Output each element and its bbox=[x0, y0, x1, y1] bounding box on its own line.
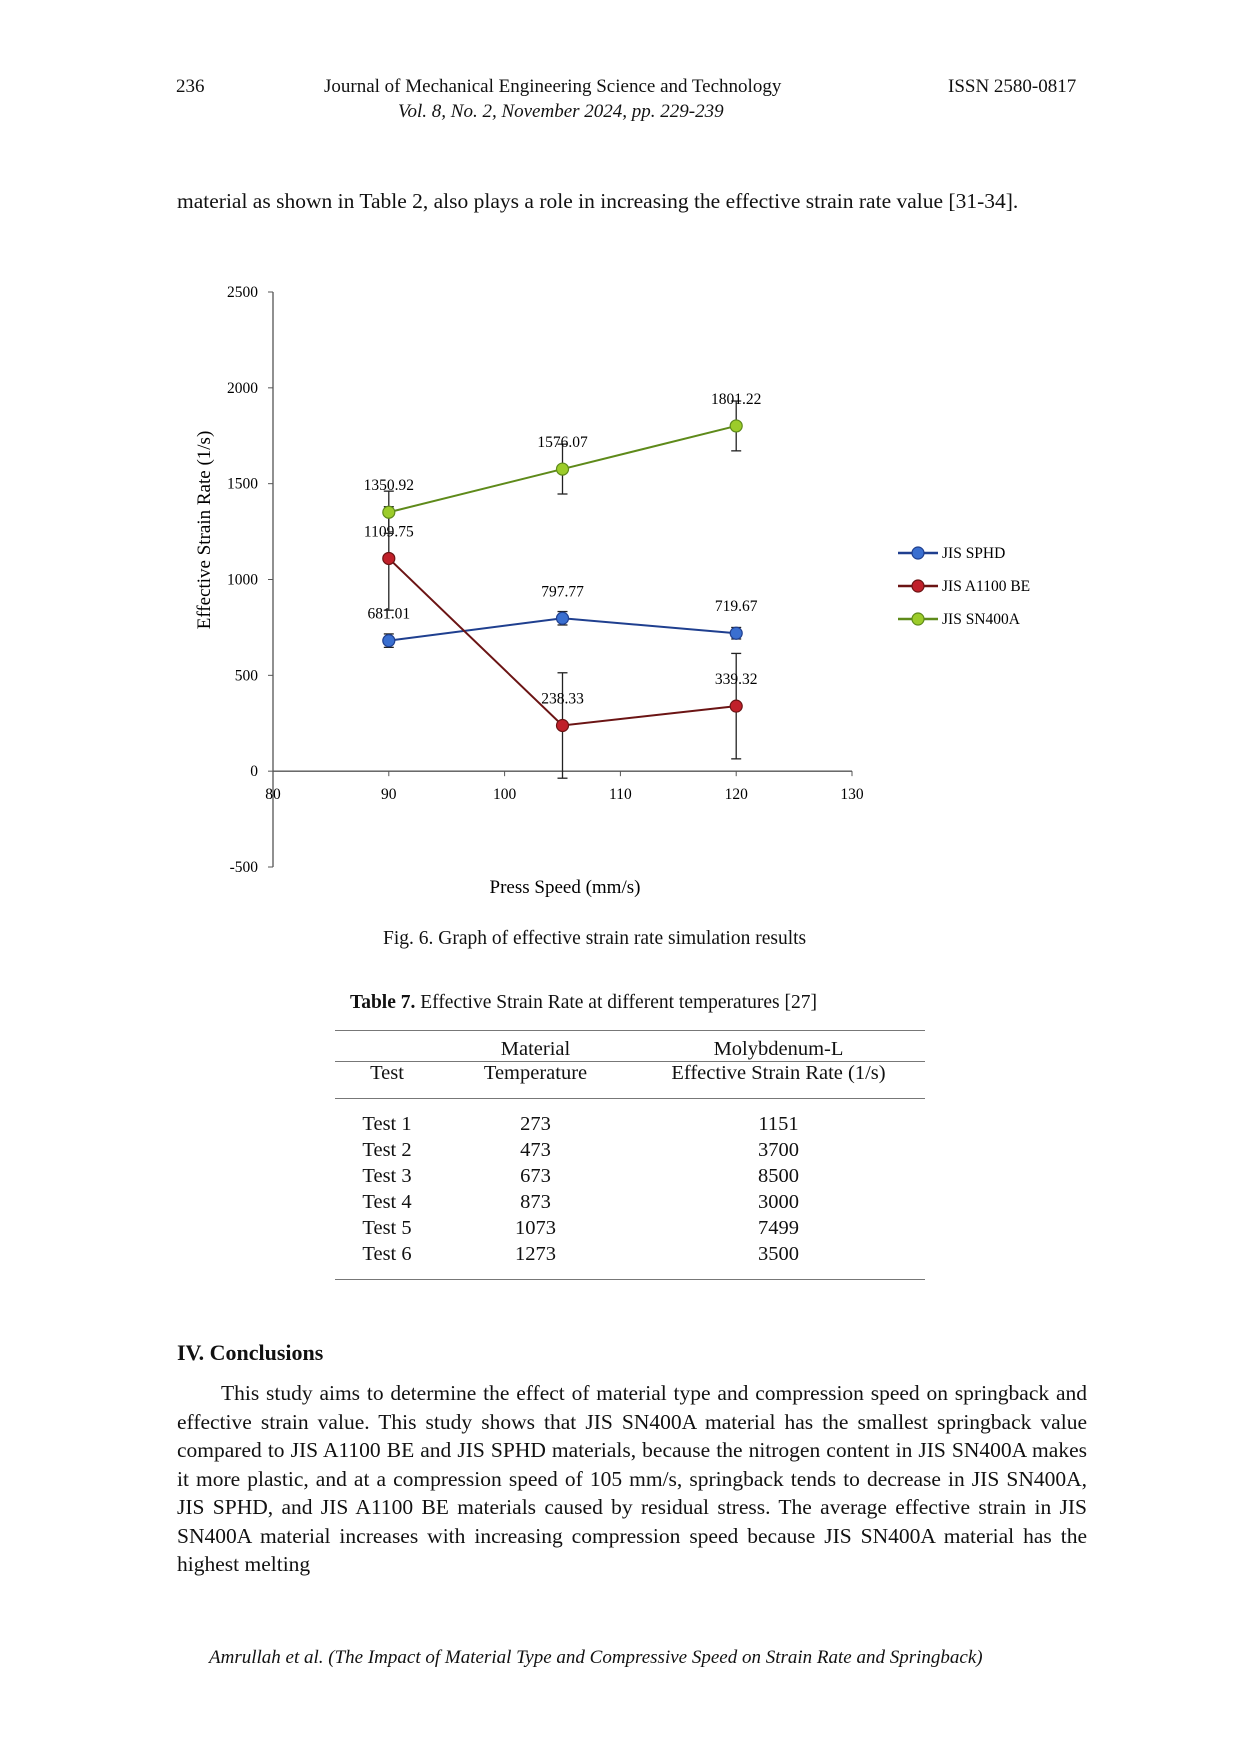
page-number: 236 bbox=[176, 76, 205, 97]
table-cell: Test 2 bbox=[362, 1138, 412, 1161]
legend-marker bbox=[911, 579, 925, 593]
x-axis-label: Press Speed (mm/s) bbox=[490, 877, 641, 898]
table-body: Test 1 273 1151 Test 2 473 3700 Test 3 673 850… bbox=[335, 1111, 925, 1267]
table-caption: Table 7. Effective Strain Rate at differ… bbox=[350, 992, 817, 1014]
table-7: Material Molybdenum-L Test Temperature E… bbox=[335, 1030, 925, 1280]
table-caption-label: Table 7. bbox=[350, 992, 416, 1013]
data-point bbox=[555, 462, 570, 476]
y-tick-label: 1000 bbox=[227, 572, 258, 589]
data-label: 719.67 bbox=[715, 598, 758, 615]
table-cell: 1273 bbox=[515, 1242, 556, 1265]
chart-series: 681.01797.77719.671109.75238.33339.32135… bbox=[364, 391, 761, 779]
table-cell: 673 bbox=[520, 1164, 551, 1187]
table-cell: 3700 bbox=[758, 1138, 799, 1161]
conclusions-heading: IV. Conclusions bbox=[177, 1340, 324, 1365]
chart-legend: JIS SPHD JIS A1100 BE JIS SN400A bbox=[898, 545, 1030, 628]
table-row: Test 6 1273 3500 bbox=[335, 1241, 925, 1267]
strain-rate-chart: -500 0 500 1000 1500 2000 2500 80 90 100 110 120 130… bbox=[194, 284, 1030, 898]
data-point bbox=[382, 551, 396, 566]
table-row: Test 5 1073 7499 bbox=[335, 1215, 925, 1241]
data-label: 339.32 bbox=[715, 671, 758, 688]
data-label: 1350.92 bbox=[364, 477, 414, 494]
table-cell: Test 5 bbox=[362, 1216, 412, 1239]
table-cell: 473 bbox=[520, 1138, 551, 1161]
table-row: Test 4 873 3000 bbox=[335, 1189, 925, 1215]
x-tick-label: 120 bbox=[725, 786, 749, 803]
x-tick-label: 100 bbox=[493, 786, 516, 803]
table-header-top: Material Molybdenum-L bbox=[335, 1031, 925, 1061]
data-point bbox=[729, 626, 743, 640]
data-label: 797.77 bbox=[541, 583, 584, 600]
y-tick-label: 2000 bbox=[227, 380, 258, 397]
legend-label: JIS A1100 BE bbox=[942, 578, 1030, 595]
table-cell: Test 3 bbox=[362, 1164, 412, 1187]
table-cell: 273 bbox=[520, 1112, 551, 1135]
y-tick-label: 500 bbox=[235, 667, 259, 684]
data-point bbox=[382, 505, 396, 519]
table-header-bottom: Test Temperature Effective Strain Rate (… bbox=[335, 1062, 925, 1098]
table-cell: 7499 bbox=[758, 1216, 799, 1239]
table-cell: 1151 bbox=[758, 1112, 799, 1135]
table-cell: Test 4 bbox=[362, 1190, 412, 1213]
figure-caption: Fig. 6. Graph of effective strain rate s… bbox=[383, 928, 807, 949]
table-cell: 8500 bbox=[758, 1164, 799, 1187]
conclusions-paragraph: This study aims to determine the effect … bbox=[177, 1381, 1087, 1576]
intro-paragraph: material as shown in Table 2, also plays… bbox=[177, 189, 1019, 213]
table-cell: 873 bbox=[520, 1190, 551, 1213]
table-cell: 3000 bbox=[758, 1190, 799, 1213]
table-7-grid: Material Molybdenum-L bbox=[335, 1031, 925, 1061]
y-tick-label: 1500 bbox=[227, 476, 258, 493]
x-tick-label: 110 bbox=[609, 786, 632, 803]
header-cell: Effective Strain Rate (1/s) bbox=[671, 1062, 886, 1084]
table-cell: 3500 bbox=[758, 1242, 799, 1265]
x-tick-label: 80 bbox=[265, 786, 281, 803]
x-tick-label: 130 bbox=[840, 786, 864, 803]
x-tick-label: 90 bbox=[381, 786, 397, 803]
legend-marker bbox=[911, 546, 925, 560]
y-tick-label: 0 bbox=[250, 763, 258, 780]
data-label: 238.33 bbox=[541, 690, 584, 707]
y-tick-label: -500 bbox=[230, 859, 259, 876]
journal-volume: Vol. 8, No. 2, November 2024, pp. 229-23… bbox=[398, 101, 724, 122]
data-label: 1801.22 bbox=[711, 391, 761, 408]
header-cell: Test bbox=[370, 1062, 404, 1084]
table-row: Test 1 273 1151 bbox=[335, 1111, 925, 1137]
data-point bbox=[729, 419, 743, 433]
legend-label: JIS SN400A bbox=[942, 611, 1021, 628]
page-footer: Amrullah et al. (The Impact of Material … bbox=[209, 1647, 983, 1668]
table-cell: Test 1 bbox=[362, 1112, 412, 1135]
table-caption-text: Effective Strain Rate at different tempe… bbox=[420, 992, 817, 1013]
data-point bbox=[382, 634, 396, 648]
header-cell: Temperature bbox=[483, 1062, 588, 1084]
data-point bbox=[729, 699, 743, 713]
issn: ISSN 2580-0817 bbox=[948, 76, 1077, 97]
table-row: Test 3 673 8500 bbox=[335, 1163, 925, 1189]
chart-axes: -500 0 500 1000 1500 2000 2500 80 90 100 110 120 130 bbox=[227, 284, 864, 876]
data-point bbox=[555, 718, 570, 733]
table-row: Test 2 473 3700 bbox=[335, 1137, 925, 1163]
y-axis-label: Effective Strain Rate (1/s) bbox=[194, 431, 215, 630]
data-label: 681.01 bbox=[367, 606, 410, 623]
legend-marker bbox=[911, 612, 925, 626]
header-cell bbox=[335, 1031, 439, 1061]
data-point bbox=[555, 611, 570, 625]
table-cell: 1073 bbox=[515, 1216, 556, 1239]
header-cell: Material bbox=[500, 1038, 571, 1060]
table-cell: Test 6 bbox=[362, 1242, 412, 1265]
y-tick-label: 2500 bbox=[227, 284, 258, 301]
data-label: 1576.07 bbox=[537, 434, 588, 451]
legend-label: JIS SPHD bbox=[942, 545, 1005, 562]
journal-title: Journal of Mechanical Engineering Scienc… bbox=[324, 76, 782, 97]
header-cell: Molybdenum-L bbox=[713, 1038, 844, 1060]
